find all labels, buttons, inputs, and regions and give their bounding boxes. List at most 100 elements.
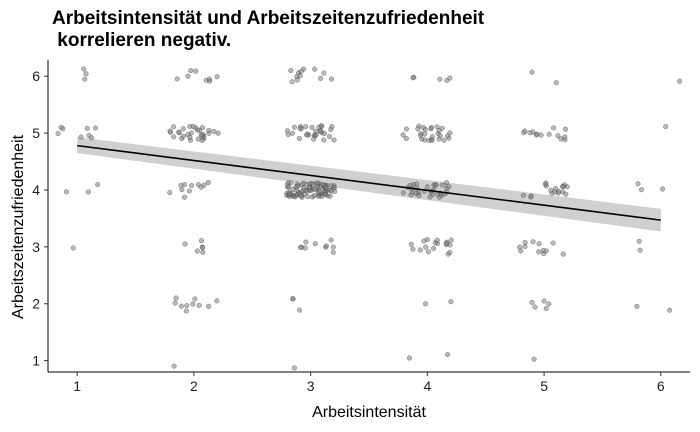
data-point bbox=[290, 186, 296, 192]
data-point bbox=[328, 237, 334, 243]
data-point bbox=[408, 241, 414, 247]
data-point bbox=[306, 185, 312, 191]
data-point bbox=[330, 249, 336, 255]
data-point bbox=[522, 243, 528, 250]
data-point bbox=[520, 192, 526, 198]
data-point bbox=[186, 188, 192, 194]
data-point bbox=[443, 180, 450, 186]
chart-title: Arbeitsintensität und Arbeitszeitenzufri… bbox=[52, 8, 485, 51]
data-point bbox=[560, 184, 566, 190]
data-point bbox=[636, 238, 642, 244]
data-point bbox=[89, 135, 95, 141]
data-point bbox=[171, 134, 177, 140]
data-point bbox=[543, 305, 549, 312]
data-point bbox=[448, 237, 454, 243]
data-point bbox=[303, 124, 309, 130]
data-point bbox=[444, 351, 451, 358]
x-tick-label: 5 bbox=[540, 378, 548, 394]
data-point bbox=[309, 194, 315, 200]
data-point bbox=[188, 68, 194, 74]
data-point bbox=[289, 130, 296, 136]
data-point bbox=[312, 186, 318, 192]
data-point bbox=[434, 124, 440, 130]
data-point bbox=[635, 181, 641, 187]
data-point bbox=[553, 80, 559, 86]
x-tick-label: 2 bbox=[190, 378, 198, 394]
data-point bbox=[290, 296, 296, 302]
data-point bbox=[528, 194, 534, 200]
data-point bbox=[187, 134, 193, 140]
data-point bbox=[667, 307, 673, 313]
x-tick-label: 4 bbox=[423, 378, 431, 394]
data-point bbox=[303, 132, 310, 138]
data-point bbox=[185, 73, 191, 79]
data-point bbox=[532, 304, 538, 310]
data-point bbox=[174, 76, 180, 82]
data-point bbox=[178, 303, 184, 309]
data-point bbox=[530, 239, 536, 245]
data-point bbox=[309, 124, 315, 130]
data-point bbox=[200, 249, 206, 255]
data-point bbox=[439, 125, 445, 131]
data-point bbox=[555, 133, 561, 139]
data-point bbox=[297, 125, 303, 131]
data-point bbox=[188, 130, 194, 136]
data-point bbox=[205, 180, 211, 186]
data-point bbox=[92, 125, 98, 131]
data-point bbox=[550, 240, 556, 246]
data-point bbox=[196, 302, 202, 308]
y-tick-label: 3 bbox=[32, 239, 40, 255]
data-point bbox=[447, 75, 453, 81]
data-point bbox=[284, 128, 290, 134]
data-point bbox=[424, 184, 430, 190]
data-point bbox=[429, 137, 435, 143]
data-point bbox=[288, 67, 294, 74]
data-point bbox=[529, 69, 535, 75]
data-point bbox=[199, 137, 205, 143]
data-point bbox=[546, 301, 552, 307]
data-point bbox=[81, 66, 87, 72]
data-point bbox=[328, 183, 334, 189]
data-point bbox=[312, 128, 319, 134]
data-point bbox=[179, 187, 185, 193]
data-point bbox=[190, 123, 196, 129]
data-point bbox=[85, 189, 92, 195]
data-point bbox=[291, 124, 298, 130]
data-point bbox=[542, 181, 548, 187]
data-point bbox=[178, 182, 184, 189]
data-point bbox=[321, 137, 327, 143]
data-point bbox=[415, 126, 421, 132]
confidence-band-layer bbox=[77, 137, 661, 232]
data-point bbox=[316, 188, 322, 194]
data-point bbox=[436, 136, 442, 142]
trend-line-layer bbox=[77, 144, 661, 221]
data-point bbox=[291, 365, 297, 371]
data-point bbox=[417, 132, 424, 139]
data-point bbox=[437, 76, 443, 82]
data-point bbox=[536, 249, 542, 255]
data-point bbox=[441, 137, 447, 143]
data-point bbox=[171, 363, 177, 369]
data-point bbox=[303, 239, 309, 245]
data-point bbox=[562, 126, 569, 132]
data-point bbox=[422, 131, 428, 137]
data-point bbox=[215, 130, 221, 136]
data-point bbox=[180, 126, 186, 132]
data-point bbox=[546, 131, 552, 137]
data-point bbox=[446, 184, 452, 190]
data-point bbox=[428, 124, 435, 130]
data-point bbox=[198, 132, 204, 138]
data-point bbox=[70, 245, 76, 251]
data-point bbox=[189, 182, 195, 189]
data-point bbox=[297, 73, 303, 79]
y-tick-label: 1 bbox=[32, 353, 40, 369]
data-point bbox=[323, 185, 329, 191]
data-point bbox=[298, 68, 304, 75]
data-point bbox=[410, 246, 416, 252]
data-point bbox=[527, 130, 533, 136]
trend-line bbox=[77, 144, 661, 221]
data-point bbox=[63, 189, 69, 195]
data-point bbox=[193, 68, 199, 74]
data-point bbox=[522, 128, 528, 134]
